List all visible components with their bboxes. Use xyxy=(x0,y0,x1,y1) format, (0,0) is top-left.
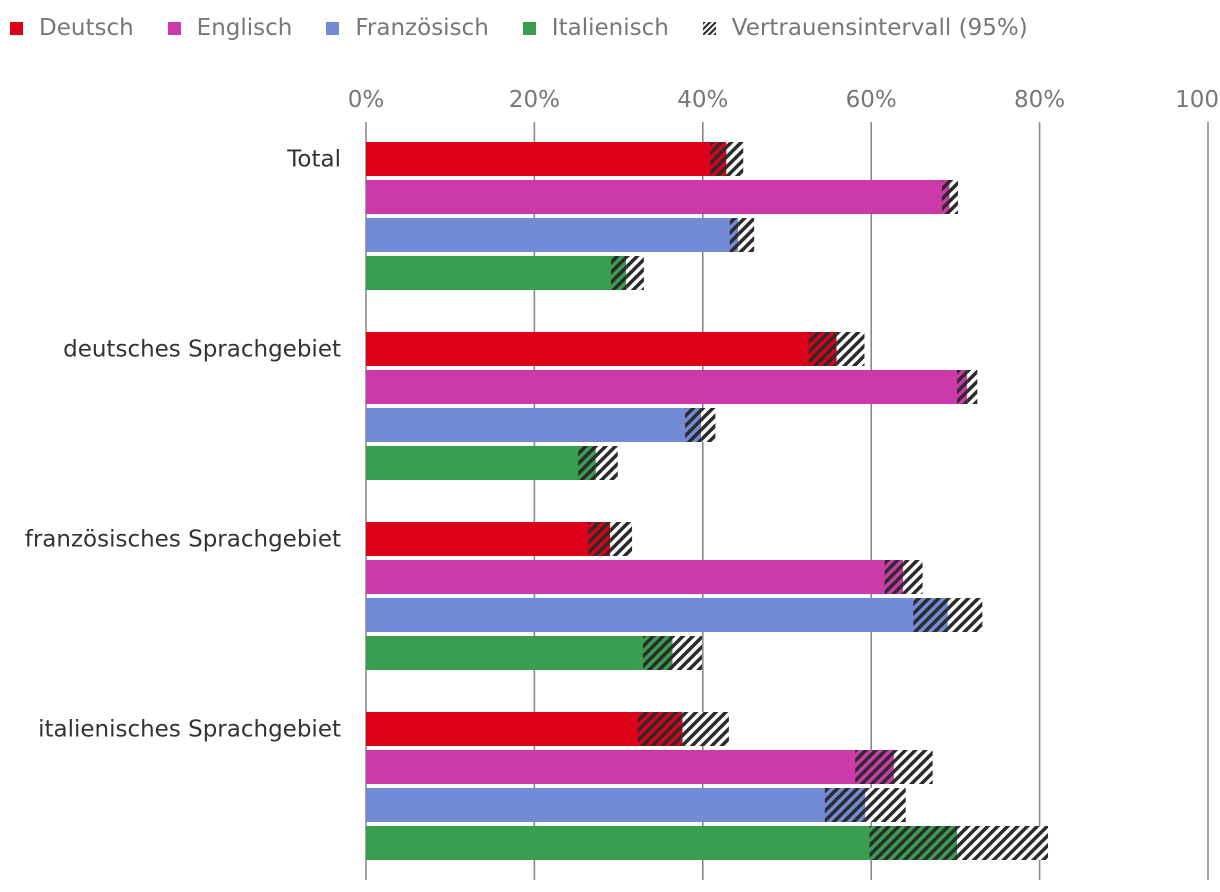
legend-item-italienisch: Italienisch xyxy=(522,15,669,41)
category-label-italienisches-sprachgebiet: italienisches Sprachgebiet xyxy=(38,717,341,743)
ci-lower-franzoesisches-sprachgebiet-deutsch xyxy=(588,522,611,556)
bar-italienisches-sprachgebiet-franzoesisch xyxy=(366,788,866,822)
ci-upper-italienisches-sprachgebiet-deutsch xyxy=(682,712,729,746)
ci-upper-deutsches-sprachgebiet-englisch xyxy=(967,370,978,404)
ci-lower-italienisches-sprachgebiet-franzoesisch xyxy=(824,788,866,822)
ci-lower-total-englisch xyxy=(941,180,950,214)
ci-upper-franzoesisches-sprachgebiet-deutsch xyxy=(610,522,633,556)
ci-lower-franzoesisches-sprachgebiet-italienisch xyxy=(643,636,673,670)
ci-upper-italienisches-sprachgebiet-italienisch xyxy=(957,826,1049,860)
ci-upper-deutsches-sprachgebiet-franzoesisch xyxy=(701,408,716,442)
ci-lower-deutsches-sprachgebiet-englisch xyxy=(957,370,968,404)
x-tick-label: 60% xyxy=(846,87,897,113)
legend-swatch-italienisch xyxy=(522,21,536,35)
ci-lower-franzoesisches-sprachgebiet-franzoesisch xyxy=(913,598,948,632)
bar-franzoesisches-sprachgebiet-englisch xyxy=(366,560,904,594)
bar-total-englisch xyxy=(366,180,950,214)
legend-item-ci: Vertrauensintervall (95%) xyxy=(702,15,1028,41)
x-tick-label: 40% xyxy=(677,87,728,113)
ci-upper-franzoesisches-sprachgebiet-franzoesisch xyxy=(947,598,983,632)
x-tick-label: 0% xyxy=(348,87,385,113)
ci-upper-deutsches-sprachgebiet-deutsch xyxy=(836,332,865,366)
category-labels: Total deutsches Sprachgebiet französisches… xyxy=(25,147,341,743)
ci-lower-italienisches-sprachgebiet-englisch xyxy=(855,750,894,784)
ci-upper-total-deutsch xyxy=(726,142,744,176)
legend-item-deutsch: Deutsch xyxy=(10,15,134,41)
legend-swatch-franzoesisch xyxy=(326,21,340,35)
ci-lower-italienisches-sprachgebiet-deutsch xyxy=(637,712,683,746)
ci-lower-deutsches-sprachgebiet-franzoesisch xyxy=(685,408,702,442)
bar-franzoesisches-sprachgebiet-italienisch xyxy=(366,636,673,670)
ci-lower-total-deutsch xyxy=(710,142,727,176)
x-tick-label: 80% xyxy=(1014,87,1065,113)
category-label-deutsches-sprachgebiet: deutsches Sprachgebiet xyxy=(63,337,341,363)
category-label-franzoesisches-sprachgebiet: französisches Sprachgebiet xyxy=(25,527,341,553)
ci-lower-deutsches-sprachgebiet-italienisch xyxy=(578,446,596,480)
x-tick-label: 20% xyxy=(509,87,560,113)
bar-deutsches-sprachgebiet-deutsch xyxy=(366,332,837,366)
ci-upper-franzoesisches-sprachgebiet-englisch xyxy=(903,560,923,594)
bar-total-deutsch xyxy=(366,142,727,176)
legend-item-englisch: Englisch xyxy=(167,15,293,41)
ci-lower-italienisches-sprachgebiet-italienisch xyxy=(869,826,958,860)
legend-label-ci: Vertrauensintervall (95%) xyxy=(731,15,1028,41)
legend-label-franzoesisch: Französisch xyxy=(355,15,489,41)
legend-swatch-deutsch xyxy=(10,21,23,35)
ci-upper-franzoesisches-sprachgebiet-italienisch xyxy=(672,636,702,670)
ci-lower-franzoesisches-sprachgebiet-englisch xyxy=(884,560,904,594)
ci-upper-total-englisch xyxy=(949,180,958,214)
bar-deutsches-sprachgebiet-italienisch xyxy=(366,446,596,480)
ci-upper-deutsches-sprachgebiet-italienisch xyxy=(595,446,618,480)
x-axis-ticks: 0% 20% 40% 60% 80% 100% xyxy=(348,87,1220,113)
legend-label-deutsch: Deutsch xyxy=(39,15,134,41)
legend-swatch-englisch xyxy=(167,21,181,35)
legend-label-englisch: Englisch xyxy=(196,15,293,41)
category-label-total: Total xyxy=(286,147,341,173)
legend-label-italienisch: Italienisch xyxy=(551,15,669,41)
legend: Deutsch Englisch Französisch Italienisch… xyxy=(0,12,1052,44)
bar-franzoesisches-sprachgebiet-deutsch xyxy=(366,522,611,556)
legend-swatch-ci-icon xyxy=(702,21,716,35)
bar-italienisches-sprachgebiet-deutsch xyxy=(366,712,683,746)
bar-deutsches-sprachgebiet-franzoesisch xyxy=(366,408,702,442)
bar-total-franzoesisch xyxy=(366,218,739,252)
x-tick-label: 100% xyxy=(1175,87,1220,113)
bar-total-italienisch xyxy=(366,256,627,290)
bar-franzoesisches-sprachgebiet-franzoesisch xyxy=(366,598,948,632)
ci-upper-total-franzoesisch xyxy=(738,218,755,252)
bar-italienisches-sprachgebiet-englisch xyxy=(366,750,894,784)
legend-item-franzoesisch: Französisch xyxy=(326,15,489,41)
bars xyxy=(366,142,1049,860)
ci-upper-italienisches-sprachgebiet-franzoesisch xyxy=(865,788,906,822)
ci-lower-total-italienisch xyxy=(611,256,627,290)
bar-italienisches-sprachgebiet-italienisch xyxy=(366,826,958,860)
ci-lower-deutsches-sprachgebiet-deutsch xyxy=(808,332,837,366)
ci-upper-total-italienisch xyxy=(626,256,644,290)
ci-upper-italienisches-sprachgebiet-englisch xyxy=(893,750,933,784)
ci-lower-total-franzoesisch xyxy=(729,218,739,252)
bar-deutsches-sprachgebiet-englisch xyxy=(366,370,968,404)
